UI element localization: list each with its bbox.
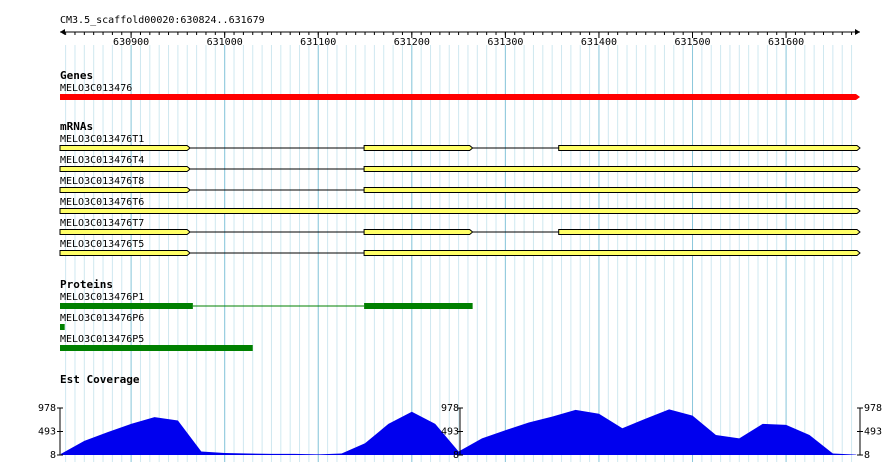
feature-name: MELO3C013476P1 (60, 292, 144, 303)
gene-bar (60, 94, 860, 100)
track-title: Est Coverage (60, 373, 140, 386)
exon (363, 187, 861, 193)
exon (59, 250, 191, 256)
feature-name: MELO3C013476T5 (60, 239, 144, 250)
coverage-tick-label: 8 (453, 450, 459, 461)
coverage-tick-label: 978 (38, 403, 56, 414)
exon (59, 229, 191, 235)
feature-name: MELO3C013476 (60, 83, 132, 94)
protein-segment (364, 303, 473, 309)
coverage-tick-label: 493 (864, 427, 882, 438)
track-title: Genes (60, 69, 93, 82)
coverage-tick-label: 493 (441, 427, 459, 438)
protein-segment (60, 303, 193, 309)
exon (363, 229, 474, 235)
protein-segment (60, 324, 65, 330)
exon (363, 145, 474, 151)
ruler-tick-label: 630900 (113, 37, 149, 48)
coverage-tick-label: 493 (38, 427, 56, 438)
feature-name: MELO3C013476T1 (60, 134, 144, 145)
ruler-arrow-right (855, 29, 860, 35)
feature-name: MELO3C013476T6 (60, 197, 144, 208)
ruler-tick-label: 631200 (394, 37, 430, 48)
feature-name: MELO3C013476T4 (60, 155, 144, 166)
exon (59, 145, 191, 151)
exon (363, 166, 861, 172)
track-title: Proteins (60, 278, 113, 291)
coverage-tick-label: 978 (864, 403, 882, 414)
ruler-tick-label: 631000 (207, 37, 243, 48)
ruler-tick-label: 631400 (581, 37, 617, 48)
exon (59, 208, 861, 214)
exon (59, 166, 191, 172)
ruler-arrow-left (60, 29, 65, 35)
feature-name: MELO3C013476P5 (60, 334, 144, 345)
ruler-tick-label: 631500 (674, 37, 710, 48)
coverage-tick-label: 978 (441, 403, 459, 414)
feature-name: MELO3C013476T8 (60, 176, 144, 187)
ruler-tick-label: 631600 (768, 37, 804, 48)
exon (558, 229, 861, 235)
protein-segment (60, 345, 253, 351)
exon (558, 145, 861, 151)
ruler-label: CM3.5_scaffold00020:630824..631679 (60, 15, 265, 26)
feature-name: MELO3C013476T7 (60, 218, 144, 229)
coverage-tick-label: 8 (50, 450, 56, 461)
exon (59, 187, 191, 193)
feature-name: MELO3C013476P6 (60, 313, 144, 324)
coverage-tick-label: 8 (864, 450, 870, 461)
coverage-area (60, 409, 857, 455)
exon (363, 250, 861, 256)
ruler-tick-label: 631100 (300, 37, 336, 48)
ruler-tick-label: 631300 (487, 37, 523, 48)
track-title: mRNAs (60, 120, 93, 133)
